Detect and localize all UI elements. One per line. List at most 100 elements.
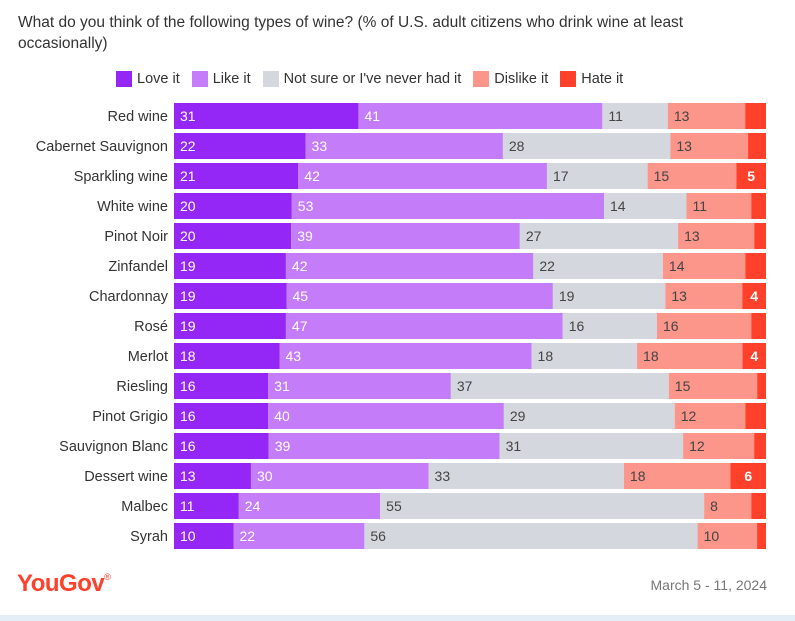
data-label: 4 <box>750 288 758 304</box>
survey-date: March 5 - 11, 2024 <box>650 577 767 593</box>
bar-segment <box>683 433 755 459</box>
data-label: 11 <box>180 498 195 514</box>
legend-item-4: Hate it <box>560 71 623 87</box>
data-label: 10 <box>704 528 720 544</box>
data-label: 15 <box>675 378 691 394</box>
data-label: 16 <box>569 318 585 334</box>
bar-segment <box>757 523 766 549</box>
data-label: 8 <box>710 498 718 514</box>
data-label: 43 <box>286 348 302 364</box>
bar-segment <box>174 283 287 309</box>
bar-segment <box>174 313 286 339</box>
legend-item-2: Not sure or I've never had it <box>262 71 461 87</box>
bar-segment <box>174 223 292 249</box>
bar-segment <box>174 133 306 159</box>
bar-segment <box>730 463 766 489</box>
data-label: 20 <box>180 198 196 214</box>
legend-swatch <box>473 71 490 87</box>
category-label: Zinfandel <box>108 259 168 275</box>
data-label: 22 <box>539 258 555 274</box>
bar-segment <box>745 103 766 129</box>
legend-swatch <box>116 71 132 87</box>
bar-segment <box>174 523 234 549</box>
bar-segment <box>662 253 746 279</box>
bar-segment <box>268 373 451 399</box>
data-label: 18 <box>180 348 196 364</box>
data-label: 16 <box>180 378 196 394</box>
data-label: 11 <box>692 198 707 214</box>
category-label: Merlot <box>128 349 168 365</box>
bar-segment <box>285 313 563 339</box>
data-label: 28 <box>509 138 525 154</box>
bar-segment <box>704 493 752 519</box>
data-label: 14 <box>610 198 626 214</box>
data-label: 40 <box>274 408 290 424</box>
bar-segment <box>358 103 603 129</box>
legend-swatch <box>262 71 279 87</box>
data-label: 33 <box>435 468 451 484</box>
data-label: 13 <box>671 288 687 304</box>
data-label: 22 <box>240 528 256 544</box>
bar-segment <box>751 493 766 519</box>
bar-segment <box>174 373 269 399</box>
data-label: 45 <box>292 288 308 304</box>
bar-segment <box>298 163 547 189</box>
data-label: 13 <box>180 468 196 484</box>
bar-segment <box>250 463 429 489</box>
data-label: 5 <box>747 168 755 184</box>
data-label: 12 <box>689 438 705 454</box>
data-label: 11 <box>608 108 623 124</box>
bar-segment <box>174 493 239 519</box>
data-label: 56 <box>370 528 386 544</box>
bar-segment <box>531 343 638 369</box>
bar-segment <box>364 523 698 549</box>
category-label: Riesling <box>116 379 168 395</box>
bar-segment <box>697 523 758 549</box>
data-label: 55 <box>386 498 402 514</box>
data-label: 13 <box>676 138 692 154</box>
category-label: Sauvignon Blanc <box>59 439 168 455</box>
bar-segment <box>742 283 766 309</box>
legend-swatch <box>191 71 208 87</box>
legend-label: Love it <box>137 71 180 87</box>
bar-segment <box>174 193 292 219</box>
bar-segment <box>686 193 752 219</box>
data-label: 29 <box>510 408 526 424</box>
yougov-logo: YouGov® <box>17 570 111 597</box>
category-label: Syrah <box>130 529 168 545</box>
bar-segment <box>754 433 766 459</box>
data-label: 6 <box>744 468 752 484</box>
category-label: Sparkling wine <box>74 169 168 185</box>
bar-segment <box>678 223 755 249</box>
legend: Love it Like it Not sure or I've never had… <box>116 69 635 89</box>
bar-segment <box>428 463 624 489</box>
data-label: 18 <box>630 468 646 484</box>
data-label: 41 <box>364 108 380 124</box>
bar-segment <box>533 253 663 279</box>
bar-segment <box>305 133 503 159</box>
data-label: 20 <box>180 228 196 244</box>
bar-segment <box>637 343 743 369</box>
bar-segment <box>665 283 743 309</box>
data-label: 24 <box>245 498 261 514</box>
bar-segment <box>623 463 731 489</box>
data-label: 27 <box>526 228 542 244</box>
bar-segment <box>674 403 746 429</box>
data-label: 15 <box>654 168 670 184</box>
data-label: 21 <box>180 168 196 184</box>
bar-segment <box>279 343 532 369</box>
bar-segment <box>670 133 749 159</box>
category-label: Dessert wine <box>84 469 168 485</box>
bar-segment <box>562 313 658 339</box>
data-label: 19 <box>180 288 196 304</box>
bar-segment <box>745 403 766 429</box>
bar-segment <box>174 103 359 129</box>
data-label: 19 <box>180 258 196 274</box>
bar-segment <box>751 193 766 219</box>
data-label: 31 <box>506 438 522 454</box>
bar-segment <box>668 373 758 399</box>
legend-item-3: Dislike it <box>473 71 548 87</box>
data-label: 16 <box>663 318 679 334</box>
data-label: 31 <box>274 378 290 394</box>
bar-segment <box>657 313 752 339</box>
